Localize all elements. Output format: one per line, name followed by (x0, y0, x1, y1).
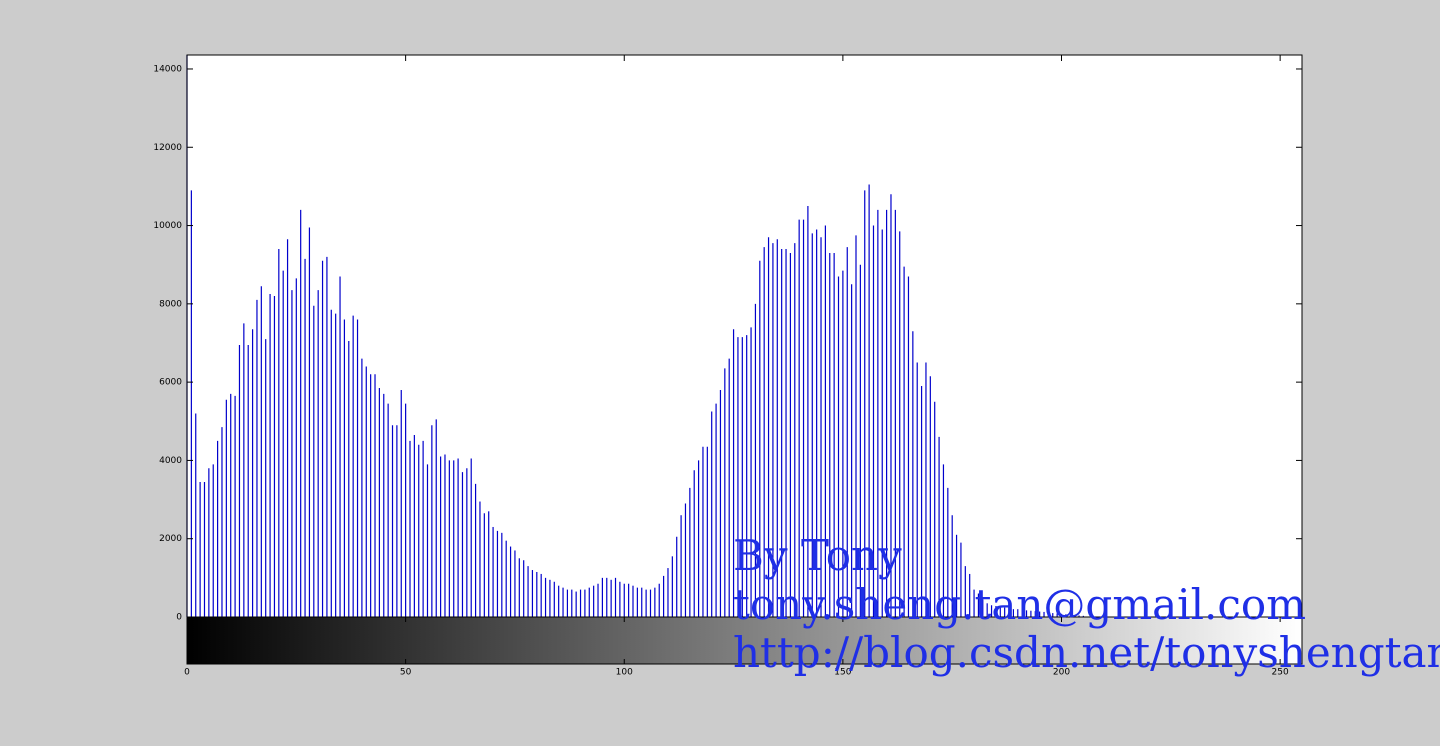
colorbar-box (186, 616, 1303, 665)
y-tick-label: 14000 (153, 64, 182, 74)
y-tick-label: 8000 (159, 299, 182, 309)
y-tick-label: 0 (176, 613, 182, 623)
x-tick-label: 50 (400, 668, 412, 678)
y-tick-label: 10000 (153, 221, 182, 231)
stems (186, 55, 1084, 617)
y-tick-label: 12000 (153, 143, 182, 153)
watermark: tony.sheng.tan@gmail.com (733, 580, 1306, 629)
plot-area (187, 55, 1302, 617)
x-tick-label: 200 (1053, 668, 1070, 678)
x-tick-label: 150 (834, 668, 851, 678)
y-tick-label: 2000 (159, 534, 182, 544)
colorbar (187, 617, 1302, 664)
y-tick-label: 4000 (159, 456, 182, 466)
x-tick-label: 100 (616, 668, 633, 678)
watermark: http://blog.csdn.net/tonyshengtan (733, 628, 1440, 677)
x-tick-label: 0 (184, 668, 190, 678)
y-tick-label: 6000 (159, 378, 182, 388)
x-tick-label: 250 (1272, 668, 1289, 678)
watermark: By Tony (733, 531, 902, 580)
